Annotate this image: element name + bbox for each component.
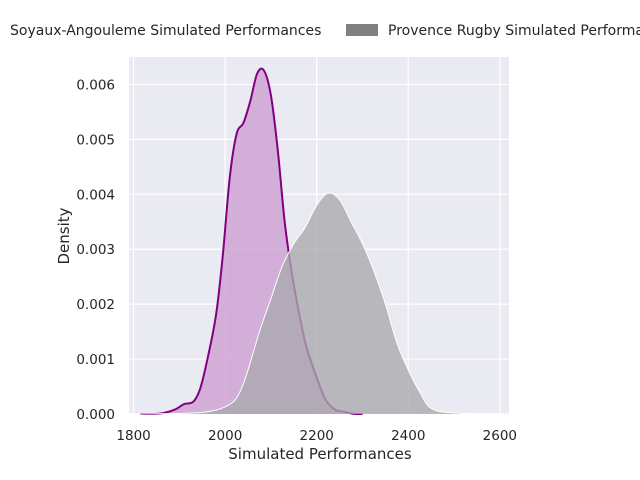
y-tick-label: 0.002 xyxy=(76,297,115,313)
series-area-soyaux xyxy=(140,68,363,415)
y-tick-label: 0.000 xyxy=(76,407,115,423)
y-tick-label: 0.003 xyxy=(76,242,115,258)
x-tick-label: 1800 xyxy=(116,428,150,444)
series-layer xyxy=(133,67,500,415)
y-tick-label: 0.001 xyxy=(76,352,115,368)
legend: Soyaux-Angouleme Simulated Performances … xyxy=(10,23,640,39)
legend-swatch-provence xyxy=(346,24,378,36)
x-axis-ticks: 1800 2000 2200 2400 2600 xyxy=(116,428,517,444)
series-area-provence xyxy=(133,193,500,414)
y-axis-label: Density xyxy=(55,207,73,264)
x-tick-label: 2400 xyxy=(391,428,425,444)
x-tick-label: 2000 xyxy=(208,428,242,444)
y-tick-label: 0.005 xyxy=(76,132,115,148)
legend-label-soyaux: Soyaux-Angouleme Simulated Performances xyxy=(10,23,321,39)
x-tick-label: 2200 xyxy=(300,428,334,444)
y-axis-ticks: 0.000 0.001 0.002 0.003 0.004 0.005 0.006 xyxy=(76,77,115,423)
legend-label-provence: Provence Rugby Simulated Performa xyxy=(388,23,640,39)
x-axis-label: Simulated Performances xyxy=(228,445,412,463)
series-line-provence xyxy=(133,192,500,415)
y-tick-label: 0.004 xyxy=(76,187,115,203)
x-tick-label: 2600 xyxy=(483,428,517,444)
y-tick-label: 0.006 xyxy=(76,77,115,93)
